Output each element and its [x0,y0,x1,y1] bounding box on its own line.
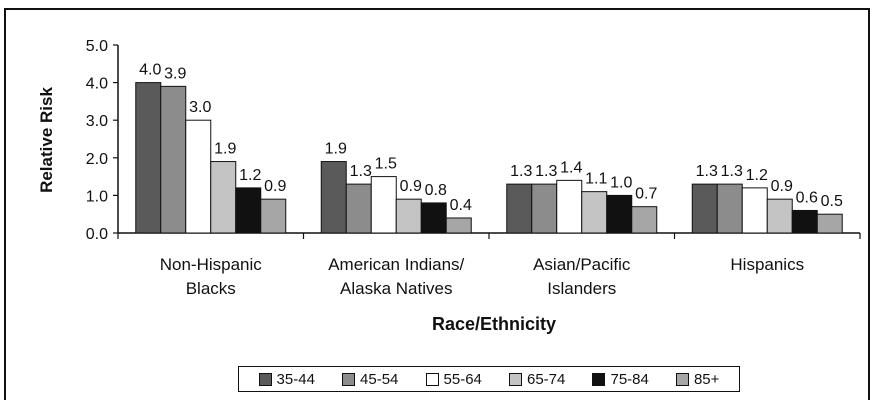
legend-swatch [675,372,689,386]
data-label: 1.9 [214,141,236,158]
x-tick-label: Blacks [186,279,236,298]
legend-label: 85+ [693,370,720,388]
data-label: 1.5 [375,156,397,173]
legend-entry: 85+ [675,370,720,388]
legend-label: 65-74 [527,370,566,388]
data-label: 1.3 [510,163,532,180]
data-label: 3.0 [189,99,211,116]
legend-entry: 55-64 [425,370,482,388]
data-label: 4.0 [139,62,161,79]
y-tick-label: 0.0 [86,226,108,243]
bar-35-44-1 [320,161,347,234]
bar-45-54-1 [345,183,372,234]
bar-65-74-3 [766,198,793,234]
bar-55-64-3 [741,187,768,234]
bar-85plus-0 [260,198,287,234]
data-label: 1.3 [721,163,743,180]
plot-area: 0.0 1.0 2.0 3.0 4.0 5.0 Non-Hispanic Blacks Amer… [86,38,861,298]
data-label: 0.4 [450,197,472,214]
bar-85plus-2 [631,206,658,234]
data-label: 0.9 [264,178,286,195]
bar-75-84-2 [606,194,633,234]
legend-label: 35-44 [276,370,315,388]
x-tick-label: Asian/Pacific [533,255,631,274]
data-label: 3.9 [164,65,186,82]
data-label: 1.9 [325,141,347,158]
bar-55-64-0 [185,119,212,234]
chart-frame [4,8,870,400]
data-label: 1.4 [560,159,582,176]
x-tick-label: Hispanics [730,255,804,274]
data-label: 0.9 [400,178,422,195]
data-label: 0.8 [425,182,447,199]
data-label: 1.2 [746,167,768,184]
data-label: 0.5 [821,193,843,210]
x-axis-title: Race/Ethnicity [432,314,556,334]
data-label: 1.3 [350,163,372,180]
data-label: 1.3 [696,163,718,180]
bar-45-54-2 [531,183,558,234]
legend-swatch [425,372,439,386]
bar-85plus-1 [445,217,472,234]
bar-35-44-0 [135,82,162,234]
data-label: 1.2 [239,167,261,184]
y-tick-label: 5.0 [86,38,108,55]
bar-55-64-2 [556,179,583,234]
bar-75-84-1 [420,202,447,234]
y-tick-label: 1.0 [86,188,108,205]
legend-label: 75-84 [610,370,649,388]
bar-45-54-3 [716,183,743,234]
legend-swatch [592,372,606,386]
data-label: 1.0 [610,174,632,191]
data-label: 0.9 [771,178,793,195]
bar-35-44-2 [506,183,533,234]
legend-swatch [509,372,522,386]
legend-label: 55-64 [443,370,482,388]
bar-55-64-1 [370,176,397,234]
bar-75-84-0 [235,187,262,234]
legend-entry: 75-84 [592,370,649,388]
x-tick-label: Alaska Natives [340,279,452,298]
x-tick-label: American Indians/ [328,255,464,274]
data-label: 0.6 [796,189,818,206]
bar-65-74-2 [581,191,608,234]
bar-65-74-0 [210,161,237,234]
y-tick-label: 2.0 [86,151,108,168]
legend-swatch [342,372,356,386]
legend-label: 45-54 [360,370,399,388]
legend-entry: 35-44 [258,370,315,388]
data-label: 1.3 [535,163,557,180]
data-label: 1.1 [585,171,607,188]
bar-65-74-1 [395,198,422,234]
y-tick-label: 3.0 [86,113,108,130]
y-tick-label: 4.0 [86,76,108,93]
legend-swatch [258,372,272,386]
legend-entry: 65-74 [509,371,565,388]
legend: 35-44 45-54 55-64 65-74 75-84 85+ [238,366,740,392]
bar-75-84-3 [791,209,818,234]
bar-85plus-3 [816,213,843,234]
bar-35-44-3 [691,183,718,234]
legend-entry: 45-54 [342,371,398,388]
y-axis-title: Relative Risk [37,87,56,193]
x-tick-label: Islanders [547,279,616,298]
data-label: 0.7 [635,186,657,203]
bar-45-54-0 [160,85,187,234]
x-tick-label: Non-Hispanic [160,255,263,274]
